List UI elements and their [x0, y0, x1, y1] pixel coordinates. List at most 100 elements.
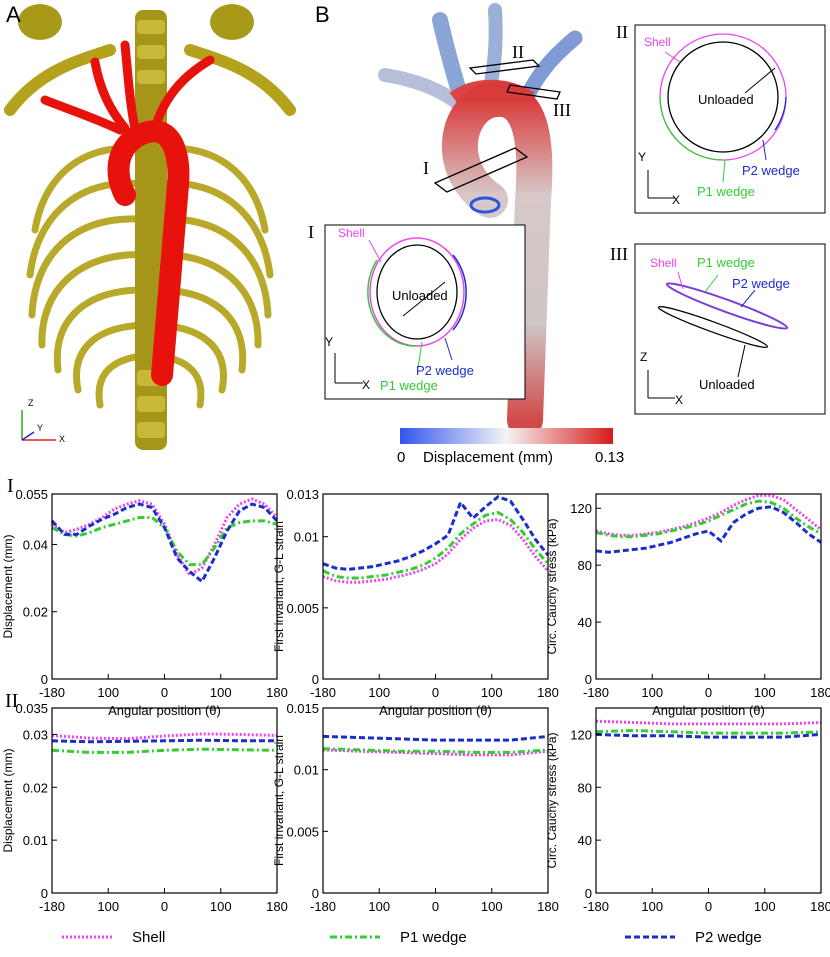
row-label-ii: II: [5, 690, 19, 712]
inset-iii-x: X: [675, 393, 684, 407]
inset-ii-x: X: [672, 193, 681, 207]
chart-I-disp: 0 0.02 0.04 0.055 -180 100 0 100 180 Angular posi…: [1, 487, 288, 718]
y-tick-label: 120: [570, 727, 592, 742]
inset-i-shell: Shell: [338, 226, 365, 240]
legend-item-shell: Shell: [62, 929, 165, 946]
y-tick-label: 0: [41, 672, 48, 687]
y-tick-label: 0: [41, 886, 48, 901]
x-tick-label: -180: [310, 685, 336, 700]
x-tick-label: 100: [210, 899, 232, 914]
series-line-p2-wedge: [50, 502, 279, 584]
inset-i-p2: P2 wedge: [416, 363, 474, 378]
series-line-p2-wedge: [322, 734, 549, 742]
series-line-p1-wedge: [595, 499, 822, 539]
x-tick-label: -180: [39, 899, 65, 914]
y-tick-label: 0.03: [23, 727, 48, 742]
x-tick-label: 100: [641, 685, 663, 700]
triad-y-label: Y: [37, 423, 44, 433]
x-tick-label: 100: [481, 685, 503, 700]
y-axis-label: Circ. Cauchy stress (kPa): [545, 732, 559, 868]
colorbar-min: 0: [397, 449, 406, 466]
x-tick-label: 180: [810, 899, 830, 914]
plot-frame: [595, 493, 822, 680]
y-axis-label: First invariant, G-L strain: [272, 735, 286, 866]
series-line-p2-wedge: [595, 732, 822, 739]
panel-b: B: [305, 0, 830, 470]
series-line-p2-wedge: [51, 738, 277, 744]
x-tick-label: -180: [39, 685, 65, 700]
inset-ii-unloaded: Unloaded: [698, 92, 754, 107]
inset-ii-p1: P1 wedge: [697, 184, 755, 199]
skeleton-render: [0, 0, 300, 452]
y-tick-label: 0: [312, 672, 319, 687]
x-tick-label: -180: [583, 899, 609, 914]
inset-iii-roman: III: [610, 244, 628, 264]
colorbar-label: Displacement (mm): [423, 449, 554, 466]
x-tick-label: 180: [537, 899, 559, 914]
y-tick-label: 0.02: [23, 780, 48, 795]
line-charts: 0 0.02 0.04 0.055 -180 100 0 100 180 Angular posi…: [1, 487, 830, 914]
legend-label: P1 wedge: [400, 929, 467, 946]
inset-i-x: X: [362, 378, 371, 392]
x-tick-label: 0: [432, 899, 439, 914]
y-tick-label: 0.005: [286, 601, 319, 616]
row-label-i: I: [7, 475, 14, 497]
legend-item-p1-wedge: P1 wedge: [330, 929, 467, 946]
cut-label-i: I: [423, 158, 429, 178]
series-line-shell: [595, 719, 822, 726]
plot-frame: [322, 707, 549, 894]
series-line-p2-wedge: [322, 495, 550, 571]
inset-ii-roman: II: [616, 22, 628, 42]
y-tick-label: 0.04: [23, 537, 48, 552]
inset-i-roman: I: [308, 222, 314, 242]
inset-i-y: Y: [325, 335, 334, 349]
y-tick-label: 0.02: [23, 605, 48, 620]
x-tick-label: 100: [368, 899, 390, 914]
x-tick-label: 100: [641, 899, 663, 914]
series-line-p1-wedge: [51, 747, 278, 754]
inset-iii-unloaded: Unloaded: [699, 377, 755, 392]
y-tick-label: 0.01: [23, 833, 48, 848]
inset-iii-p2: P2 wedge: [732, 276, 790, 291]
y-axis-label: Displacement (mm): [1, 534, 15, 638]
y-tick-label: 80: [578, 780, 592, 795]
legend: Shell P1 wedge P2 wedge: [62, 929, 762, 946]
x-axis-label: Angular position (θ): [652, 703, 765, 718]
y-tick-label: 0.013: [286, 487, 319, 502]
x-tick-label: 0: [161, 685, 168, 700]
chart-II-disp: 0 0.01 0.02 0.03 0.035 -180 100 0 100 180 Angular …: [1, 701, 288, 914]
y-tick-label: 0.055: [15, 487, 48, 502]
x-axis-label: Angular position (θ): [108, 703, 221, 718]
x-axis-label: Angular position (θ): [379, 703, 492, 718]
legend-label: P2 wedge: [695, 929, 762, 946]
x-tick-label: 100: [97, 899, 119, 914]
y-tick-label: 0.005: [286, 824, 319, 839]
panel-a-label: A: [6, 2, 21, 27]
x-tick-label: 0: [705, 899, 712, 914]
series-line-shell: [322, 518, 550, 584]
y-tick-label: 0: [585, 886, 592, 901]
chart-I-strain: 0 0.005 0.01 0.013 -180 100 0 100 180 Angular pos…: [272, 487, 559, 718]
y-tick-label: 80: [578, 558, 592, 573]
y-tick-label: 0.015: [286, 701, 319, 716]
panel-b-label: B: [315, 2, 330, 27]
inset-ii-p2: P2 wedge: [742, 163, 800, 178]
x-tick-label: 100: [754, 899, 776, 914]
y-axis-label: First invariant, G-L strain: [272, 521, 286, 652]
series-line-shell: [595, 493, 822, 537]
cut-label-ii: II: [512, 42, 524, 62]
inset-iii-z: Z: [640, 350, 648, 364]
y-tick-label: 120: [570, 501, 592, 516]
colorbar-max: 0.13: [595, 449, 625, 466]
x-tick-label: 180: [266, 685, 288, 700]
series-line-shell: [51, 732, 278, 741]
inset-ii-shell: Shell: [644, 35, 671, 49]
x-tick-label: 180: [810, 685, 830, 700]
y-axis-label: Circ. Cauchy stress (kPa): [545, 518, 559, 654]
y-tick-label: 0.01: [294, 763, 319, 778]
inset-ii-y: Y: [638, 150, 647, 164]
series-line-p2-wedge: [595, 505, 822, 554]
y-tick-label: 0: [585, 672, 592, 687]
y-tick-label: 40: [578, 833, 592, 848]
